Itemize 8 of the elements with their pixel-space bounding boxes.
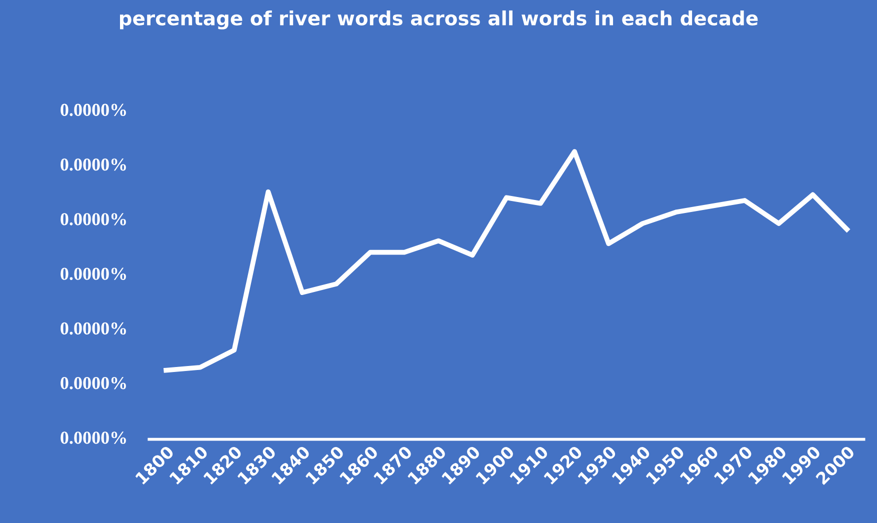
- text: 0.0000%: [60, 377, 126, 390]
- text: 0.0000%: [60, 213, 126, 226]
- text: 0.0000%: [60, 322, 126, 335]
- text: 0.0000%: [60, 432, 126, 444]
- text: 0.0000%: [60, 268, 126, 280]
- chart-title: percentage of river words across all words in each decade: [120, 10, 758, 30]
- text: 0.0000%: [60, 158, 126, 171]
- text: 0.0000%: [60, 104, 126, 116]
